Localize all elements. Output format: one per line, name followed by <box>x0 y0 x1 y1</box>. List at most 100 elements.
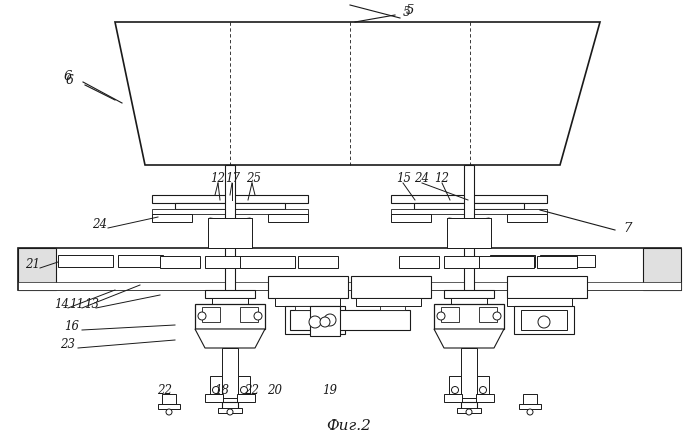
Circle shape <box>254 312 262 320</box>
Text: 14: 14 <box>55 298 69 312</box>
Text: 6: 6 <box>66 73 74 87</box>
Bar <box>175 203 285 209</box>
Text: 22: 22 <box>245 384 259 396</box>
Bar <box>519 404 541 409</box>
Circle shape <box>166 409 172 415</box>
Bar <box>449 376 461 394</box>
Bar <box>158 404 180 409</box>
Bar <box>58 255 113 267</box>
Bar <box>380 306 405 310</box>
Bar <box>464 165 474 345</box>
Bar <box>461 348 477 398</box>
Circle shape <box>527 409 533 415</box>
Bar <box>205 290 255 298</box>
Text: 21: 21 <box>25 259 41 271</box>
Bar <box>537 256 577 268</box>
Bar <box>225 165 235 345</box>
Text: 7: 7 <box>624 222 632 235</box>
Bar <box>118 255 163 267</box>
Bar <box>240 307 258 322</box>
Bar <box>507 298 572 306</box>
Bar <box>268 276 348 298</box>
Bar <box>507 214 547 222</box>
Text: 23: 23 <box>61 339 75 351</box>
Bar <box>451 298 487 304</box>
Bar <box>205 256 243 268</box>
Circle shape <box>480 386 487 393</box>
Bar <box>295 306 320 310</box>
Text: Фиг.2: Фиг.2 <box>326 419 371 433</box>
Bar <box>290 310 410 330</box>
Circle shape <box>227 409 233 415</box>
Bar <box>162 394 176 404</box>
Bar <box>152 195 308 203</box>
Bar <box>477 376 489 394</box>
Bar <box>18 282 681 290</box>
Polygon shape <box>115 22 600 165</box>
Bar <box>479 256 534 268</box>
Bar <box>514 306 574 334</box>
Circle shape <box>437 312 445 320</box>
Bar <box>237 394 255 402</box>
Bar <box>298 256 338 268</box>
Text: 15: 15 <box>396 171 412 184</box>
Text: 16: 16 <box>64 320 80 333</box>
Bar <box>212 298 248 304</box>
Bar <box>391 209 547 214</box>
Bar <box>202 307 220 322</box>
Bar <box>507 276 587 298</box>
Bar <box>210 376 222 394</box>
Circle shape <box>538 316 550 328</box>
Bar <box>457 408 481 413</box>
Circle shape <box>466 409 472 415</box>
Bar <box>152 209 308 214</box>
Text: 17: 17 <box>226 171 240 184</box>
Text: 25: 25 <box>247 171 261 184</box>
Text: 24: 24 <box>92 218 108 230</box>
Text: 24: 24 <box>415 171 429 184</box>
Bar <box>152 214 192 222</box>
Bar <box>444 290 494 298</box>
Text: 13: 13 <box>85 298 99 312</box>
Bar <box>238 376 250 394</box>
Bar <box>275 298 340 306</box>
Polygon shape <box>195 329 265 348</box>
Circle shape <box>324 314 336 326</box>
Bar <box>356 298 421 306</box>
Bar <box>434 304 504 329</box>
Text: 12: 12 <box>435 171 449 184</box>
Circle shape <box>240 386 247 393</box>
Text: 22: 22 <box>157 384 173 396</box>
Circle shape <box>212 386 219 393</box>
Bar <box>441 307 459 322</box>
Circle shape <box>493 312 501 320</box>
Bar <box>444 394 462 402</box>
Bar <box>18 248 56 290</box>
Bar <box>643 248 681 290</box>
Bar <box>208 218 252 248</box>
Text: 6: 6 <box>64 69 72 83</box>
Circle shape <box>198 312 206 320</box>
Circle shape <box>320 317 330 327</box>
Bar <box>351 276 431 298</box>
Bar <box>205 394 223 402</box>
Circle shape <box>309 316 321 328</box>
Text: 19: 19 <box>322 384 338 396</box>
Circle shape <box>452 386 459 393</box>
Bar <box>391 214 431 222</box>
Bar <box>240 256 295 268</box>
Bar <box>268 214 308 222</box>
Bar <box>222 402 238 412</box>
Bar <box>540 255 595 267</box>
Text: 20: 20 <box>268 384 282 396</box>
Bar <box>160 256 200 268</box>
Polygon shape <box>434 329 504 348</box>
Bar <box>521 310 567 330</box>
Text: 12: 12 <box>210 171 226 184</box>
Text: 5: 5 <box>406 3 415 17</box>
Bar <box>399 256 439 268</box>
Bar <box>523 394 537 404</box>
Bar <box>310 306 340 336</box>
Text: 18: 18 <box>215 384 229 396</box>
Bar <box>391 195 547 203</box>
